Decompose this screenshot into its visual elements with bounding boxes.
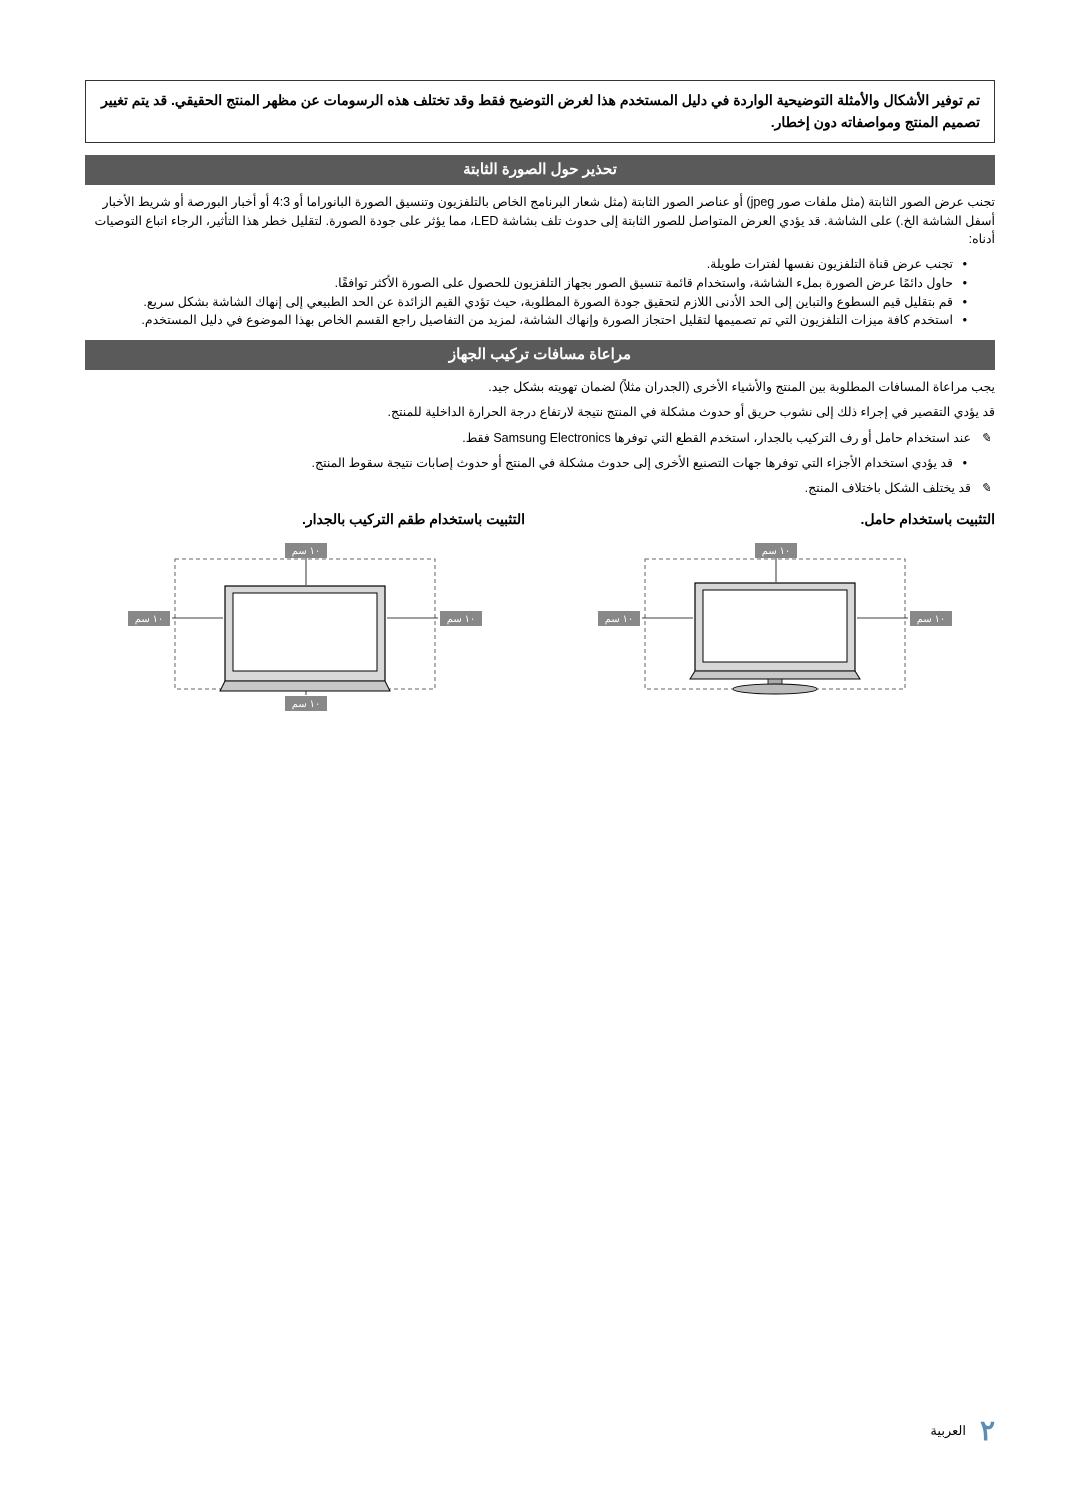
svg-text:١٠ سم: ١٠ سم [447, 614, 476, 625]
figure-stand: التثبيت باستخدام حامل. ١٠ سم [555, 508, 995, 715]
note-2-text: قد يختلف الشكل باختلاف المنتج. [805, 481, 971, 495]
note-icon: ✎ [981, 428, 991, 448]
intro-text: تم توفير الأشكال والأمثلة التوضيحية الوا… [101, 92, 980, 130]
bullet-item: حاول دائمًا عرض الصورة بملء الشاشة، واست… [85, 274, 967, 293]
page-footer: ٢ العربية [930, 1409, 995, 1454]
svg-text:١٠ سم: ١٠ سم [605, 614, 634, 625]
section2-sub-bullets: قد يؤدي استخدام الأجزاء التي توفرها جهات… [85, 454, 995, 473]
figures-row: التثبيت باستخدام طقم التركيب بالجدار. ١٠… [85, 508, 995, 715]
wall-mount-svg: ١٠ سم ١٠ سم ١٠ سم ١٠ سم [120, 541, 490, 716]
bullet-item: تجنب عرض قناة التلفزيون نفسها لفترات طوي… [85, 255, 967, 274]
figure-wall-mount: التثبيت باستخدام طقم التركيب بالجدار. ١٠… [85, 508, 525, 715]
bullet-item: استخدم كافة ميزات التلفزيون التي تم تصمي… [85, 311, 967, 330]
section1-header: تحذير حول الصورة الثابتة [85, 155, 995, 185]
tv-body [220, 586, 390, 691]
svg-text:١٠ سم: ١٠ سم [292, 546, 321, 557]
section2-header: مراعاة مسافات تركيب الجهاز [85, 340, 995, 370]
fig1-caption: التثبيت باستخدام حامل. [555, 508, 995, 530]
bullet-item: قم بتقليل قيم السطوع والتباين إلى الحد ا… [85, 293, 967, 312]
page-language: العربية [930, 1421, 966, 1442]
svg-text:١٠ سم: ١٠ سم [135, 614, 164, 625]
bullet-item: قد يؤدي استخدام الأجزاء التي توفرها جهات… [85, 454, 967, 473]
note-icon: ✎ [981, 478, 991, 498]
fig2-caption: التثبيت باستخدام طقم التركيب بالجدار. [85, 508, 525, 530]
section2-para2: قد يؤدي التقصير في إجراء ذلك إلى نشوب حر… [85, 403, 995, 422]
note-2: ✎ قد يختلف الشكل باختلاف المنتج. [85, 478, 995, 498]
tv-body [690, 583, 860, 694]
svg-text:١٠ سم: ١٠ سم [917, 614, 946, 625]
diagram-wall: ١٠ سم ١٠ سم ١٠ سم ١٠ سم [85, 541, 525, 716]
note-1-text: عند استخدام حامل أو رف التركيب بالجدار، … [462, 431, 971, 445]
svg-text:١٠ سم: ١٠ سم [292, 699, 321, 710]
section1-para: تجنب عرض الصور الثابتة (مثل ملفات صور jp… [85, 193, 995, 249]
diagram-stand: ١٠ سم ١٠ سم ١٠ سم [555, 541, 995, 716]
svg-text:١٠ سم: ١٠ سم [762, 546, 791, 557]
page-number: ٢ [980, 1409, 995, 1454]
section2-para1: يجب مراعاة المسافات المطلوبة بين المنتج … [85, 378, 995, 397]
stand-svg: ١٠ سم ١٠ سم ١٠ سم [590, 541, 960, 716]
dim-top: ١٠ سم [755, 543, 797, 582]
dim-bottom: ١٠ سم [285, 691, 327, 711]
intro-notice: تم توفير الأشكال والأمثلة التوضيحية الوا… [85, 80, 995, 143]
dim-top: ١٠ سم [285, 543, 327, 585]
note-1: ✎ عند استخدام حامل أو رف التركيب بالجدار… [85, 428, 995, 448]
section1-bullets: تجنب عرض قناة التلفزيون نفسها لفترات طوي… [85, 255, 995, 330]
